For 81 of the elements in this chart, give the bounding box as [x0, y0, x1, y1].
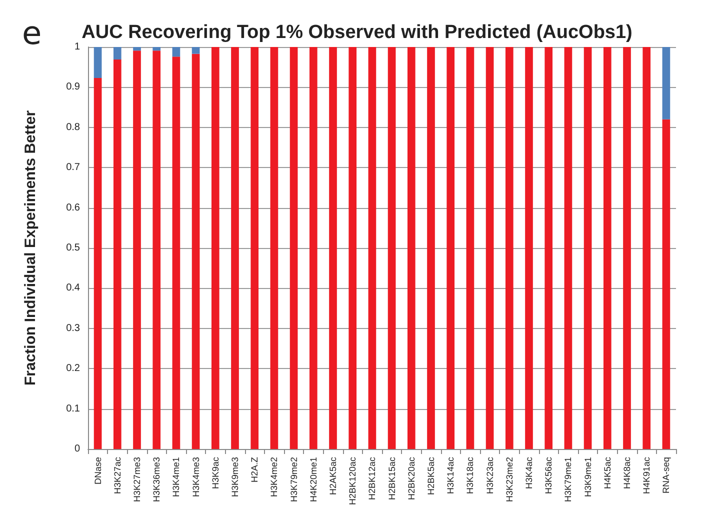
y-tick-label: 0: [74, 443, 80, 454]
bar: [133, 47, 141, 51]
bar: [662, 119, 670, 449]
bar: [505, 47, 514, 449]
x-tick-label: H3K79me1: [563, 456, 574, 502]
bar: [348, 47, 357, 449]
x-tick-label: H3K9me3: [230, 456, 240, 497]
y-tick-label: 0.1: [66, 403, 80, 414]
x-tick-label: H4K91ac: [642, 456, 652, 494]
x-tick-label: H2BK12ac: [367, 456, 378, 500]
x-tick-label: H3K27ac: [112, 456, 122, 494]
x-tick-label: H2A.Z: [250, 456, 260, 482]
x-tick-label: H3K4me3: [190, 456, 201, 497]
x-tick-label: H3K4ac: [524, 456, 534, 489]
bar: [250, 47, 259, 449]
y-tick-label: 1: [74, 42, 80, 52]
bar: [662, 47, 670, 120]
bar: [172, 47, 180, 57]
bar: [329, 47, 337, 449]
y-tick-label: 0.6: [66, 202, 80, 214]
x-tick-label: H3K23me2: [504, 456, 514, 502]
x-tick-label: H3K56ac: [544, 456, 554, 494]
x-tick-label: H3K9ac: [210, 456, 220, 489]
x-tick-label: H2BK15ac: [386, 456, 397, 500]
bar: [427, 47, 435, 449]
x-tick-label: H3K18ac: [465, 456, 476, 494]
x-tick-label: H2BK120ac: [348, 456, 358, 506]
x-tick-label: H3K14ac: [446, 456, 456, 494]
y-tick-label: 0.7: [66, 162, 80, 174]
x-tick-label: H2BK20ac: [406, 456, 416, 500]
y-tick-label: 0.8: [66, 122, 80, 133]
x-tick-label: H4K8ac: [622, 456, 632, 489]
bar: [309, 47, 318, 449]
x-tick-label: H3K9me1: [582, 456, 593, 497]
bar: [270, 47, 278, 449]
chart-title: AUC Recovering Top 1% Observed with Predicted (AucObs1): [82, 22, 632, 43]
bar: [152, 50, 161, 449]
bar: [290, 47, 298, 449]
bar: [152, 47, 161, 51]
y-tick-label: 0.4: [66, 282, 80, 294]
y-tick-label: 0.5: [66, 242, 80, 254]
bar: [94, 78, 102, 449]
bar: [172, 56, 180, 449]
bar: [486, 47, 494, 449]
x-tick-label: H3K36me3: [152, 456, 162, 502]
y-axis-title: Fraction Individual Experiments Better: [22, 110, 39, 386]
bar: [113, 59, 122, 449]
bar: [564, 47, 572, 449]
x-tick-label: H4K20me1: [308, 456, 318, 502]
x-tick-label: RNA-seq: [661, 456, 672, 494]
bar: [192, 47, 200, 54]
x-tick-label: H3K4me1: [171, 456, 182, 497]
text: e: [22, 14, 42, 52]
y-tick-label: 0.3: [66, 322, 80, 334]
bar: [388, 47, 396, 449]
bar: [192, 54, 200, 449]
bar: [623, 47, 631, 449]
bar: [133, 50, 141, 449]
bar: [642, 47, 651, 449]
x-tick-label: H4K5ac: [602, 456, 612, 489]
bar: [584, 47, 592, 449]
bar: [544, 47, 553, 449]
x-tick-label: H2BK5ac: [426, 456, 436, 495]
bar: [603, 47, 612, 449]
y-tick-label: 0.9: [66, 82, 80, 93]
bar: [525, 47, 533, 449]
bar: [446, 47, 455, 449]
y-tick-label: 0.2: [66, 363, 80, 374]
bar: [466, 47, 474, 449]
bar: [407, 47, 416, 449]
x-tick-label: H3K79me2: [288, 456, 299, 502]
bar: [211, 47, 220, 449]
bar: [113, 47, 122, 60]
bar: [231, 47, 239, 449]
x-tick-label: H3K27me3: [132, 456, 142, 502]
x-tick-label: H2AK5ac: [328, 456, 338, 495]
x-tick-label: H3K23ac: [484, 456, 495, 494]
bar: [94, 47, 102, 78]
x-tick-label: H3K4me2: [269, 456, 280, 497]
x-tick-label: DNase: [92, 456, 103, 484]
bar: [368, 47, 376, 449]
